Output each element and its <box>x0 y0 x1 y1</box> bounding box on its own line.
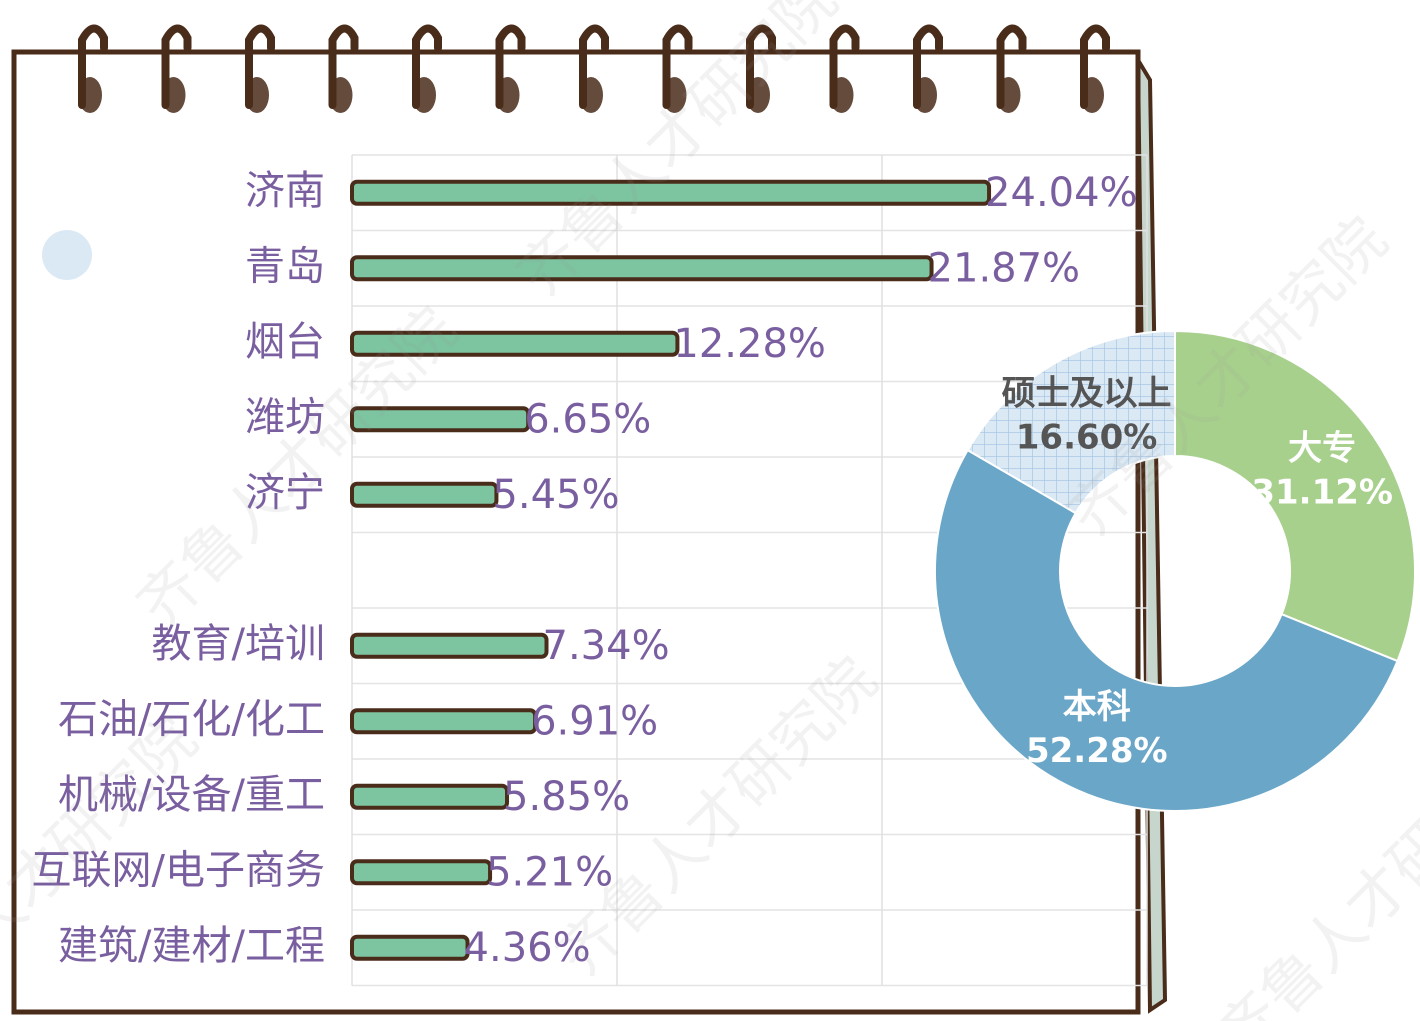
data-label: 5.21% <box>486 849 613 895</box>
dot <box>42 230 92 280</box>
y-tick-label: 青岛 <box>245 243 325 289</box>
bar <box>352 710 535 732</box>
data-label: 5.85% <box>503 774 630 820</box>
data-label: 24.04% <box>985 170 1138 216</box>
bar <box>352 635 547 657</box>
data-label: 6.65% <box>524 396 651 442</box>
slice-label: 本科 <box>1063 687 1131 727</box>
data-label: 7.34% <box>543 623 670 669</box>
data-label: 21.87% <box>928 245 1081 291</box>
slice-label: 大专 <box>1288 428 1356 468</box>
data-label: 12.28% <box>673 321 826 367</box>
slice-value: 52.28% <box>1026 731 1168 771</box>
slice-label: 硕士及以上 <box>1002 374 1172 414</box>
y-tick-label: 烟台 <box>245 319 325 365</box>
paper-back <box>1138 60 1165 1010</box>
slice-value: 31.12% <box>1251 472 1393 512</box>
chart: 济南24.04%青岛21.87%烟台12.28%潍坊6.65%济宁5.45%教育… <box>0 0 1420 1021</box>
y-tick-label: 济南 <box>245 168 325 214</box>
data-label: 5.45% <box>492 472 619 518</box>
bar <box>352 484 496 506</box>
y-tick-label: 建筑/建材/工程 <box>58 923 325 969</box>
data-label: 6.91% <box>531 698 658 744</box>
bar <box>352 257 932 279</box>
bar <box>352 861 490 883</box>
bar <box>352 937 468 959</box>
bar <box>352 786 507 808</box>
